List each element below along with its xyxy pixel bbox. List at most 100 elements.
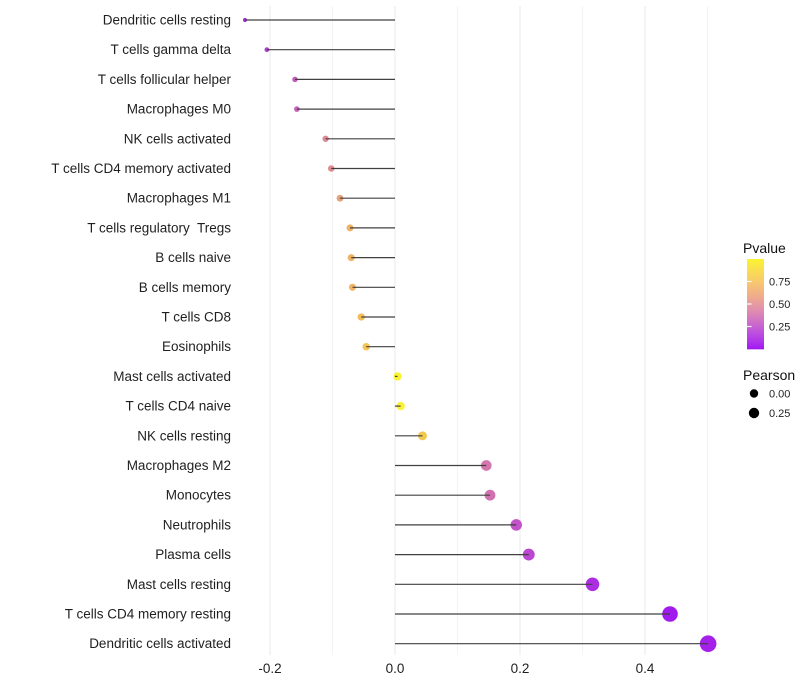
category-label: Macrophages M1 bbox=[127, 191, 231, 206]
gradient-slice bbox=[747, 285, 764, 287]
gradient-slice bbox=[747, 276, 764, 278]
lollipop-row: NK cells activated bbox=[124, 131, 395, 146]
lollipop-row: Eosinophils bbox=[162, 339, 395, 354]
category-label: T cells CD4 naive bbox=[125, 399, 231, 414]
category-label: Macrophages M0 bbox=[127, 102, 231, 117]
gradient-slice bbox=[747, 333, 764, 335]
category-label: Mast cells activated bbox=[113, 369, 231, 384]
category-label: T cells CD8 bbox=[161, 310, 231, 325]
gradient-slice bbox=[747, 263, 764, 265]
gradient-slice bbox=[747, 347, 764, 349]
category-label: NK cells activated bbox=[124, 131, 231, 146]
gradient-slice bbox=[747, 284, 764, 286]
gradient-slice bbox=[747, 290, 764, 292]
gradient-slice bbox=[747, 265, 764, 267]
gridlines bbox=[269, 6, 708, 655]
gradient-slice bbox=[747, 291, 764, 293]
lollipop-row: T cells follicular helper bbox=[98, 72, 395, 87]
gradient-slice bbox=[747, 329, 764, 331]
gradient-slice bbox=[747, 289, 764, 291]
legend-pearson-items: 0.00 0.25 bbox=[748, 389, 790, 420]
legend-pearson-title: Pearson bbox=[743, 367, 795, 383]
gradient-slice bbox=[747, 323, 764, 325]
gradient-slice bbox=[747, 308, 764, 310]
pearson-size-dot bbox=[748, 407, 760, 419]
gradient-slice bbox=[747, 305, 764, 307]
category-label: B cells naive bbox=[155, 250, 231, 265]
gradient-slice bbox=[747, 281, 764, 283]
gradient-slice bbox=[747, 306, 764, 308]
category-label: Mast cells resting bbox=[127, 577, 231, 592]
gradient-slice bbox=[747, 332, 764, 334]
category-label: Neutrophils bbox=[163, 517, 232, 532]
gradient-slice bbox=[747, 310, 764, 312]
gradient-slice bbox=[747, 343, 764, 345]
gradient-slice bbox=[747, 330, 764, 332]
x-tick-label: -0.2 bbox=[258, 661, 281, 676]
gradient-slice bbox=[747, 312, 764, 314]
category-label: NK cells resting bbox=[137, 428, 231, 443]
gradient-slice bbox=[747, 338, 764, 340]
gradient-slice bbox=[747, 324, 764, 326]
gradient-slice bbox=[747, 271, 764, 273]
category-label: Eosinophils bbox=[162, 339, 231, 354]
gradient-slice bbox=[747, 288, 764, 290]
gradient-slice bbox=[747, 283, 764, 285]
gradient-slice bbox=[747, 348, 764, 350]
lollipop-row: T cells regulatory Tregs bbox=[87, 220, 395, 235]
lollipop-row: Macrophages M2 bbox=[127, 458, 492, 473]
lollipop-row: Mast cells activated bbox=[113, 369, 402, 384]
pvalue-gradient-ticks: 0.75 0.50 0.25 bbox=[747, 277, 790, 334]
pearson-size-dot bbox=[749, 389, 759, 398]
gradient-slice bbox=[747, 336, 764, 338]
gradient-slice bbox=[747, 345, 764, 347]
gradient-slice bbox=[747, 301, 764, 303]
gradient-slice bbox=[747, 275, 764, 277]
lollipop-row: T cells CD8 bbox=[161, 310, 395, 325]
lollipop-row: T cells CD4 naive bbox=[125, 399, 405, 414]
x-tick-label: 0.4 bbox=[636, 661, 655, 676]
gradient-slice bbox=[747, 320, 764, 322]
gradient-slice bbox=[747, 321, 764, 323]
gradient-slice bbox=[747, 340, 764, 342]
lollipop-row: Monocytes bbox=[166, 488, 496, 503]
gradient-slice bbox=[747, 328, 764, 330]
category-label: T cells CD4 memory resting bbox=[65, 607, 231, 622]
category-label: Monocytes bbox=[166, 488, 232, 503]
category-label: B cells memory bbox=[139, 280, 232, 295]
gradient-slice bbox=[747, 287, 764, 289]
gradient-slice bbox=[747, 296, 764, 298]
gradient-tick-label: 0.75 bbox=[769, 277, 790, 289]
gradient-slice bbox=[747, 262, 764, 264]
category-label: T cells CD4 memory activated bbox=[51, 161, 231, 176]
gradient-slice bbox=[747, 295, 764, 297]
lollipop-row: NK cells resting bbox=[137, 428, 427, 443]
gradient-slice bbox=[747, 299, 764, 301]
legend-pvalue: Pvalue 0.75 0.50 0.25 bbox=[743, 240, 790, 350]
gradient-slice bbox=[747, 309, 764, 311]
gradient-slice bbox=[747, 331, 764, 333]
gradient-slice bbox=[747, 341, 764, 343]
lollipop-row: T cells CD4 memory resting bbox=[65, 606, 678, 622]
gradient-slice bbox=[747, 292, 764, 294]
pvalue-gradient-bar bbox=[747, 259, 764, 350]
category-label: Dendritic cells activated bbox=[89, 636, 231, 651]
gradient-slice bbox=[747, 300, 764, 302]
gradient-slice bbox=[747, 260, 764, 262]
x-axis-tick-labels: -0.2 0.0 0.2 0.4 bbox=[258, 661, 655, 676]
gradient-slice bbox=[747, 319, 764, 321]
gradient-slice bbox=[747, 297, 764, 299]
lollipop-row: Neutrophils bbox=[163, 517, 522, 532]
x-tick-label: 0.0 bbox=[386, 661, 405, 676]
gradient-slice bbox=[747, 325, 764, 327]
gradient-slice bbox=[747, 264, 764, 266]
lollipop-row: B cells memory bbox=[139, 280, 395, 295]
gradient-tick-label: 0.25 bbox=[769, 322, 790, 334]
gradient-slice bbox=[747, 317, 764, 319]
gradient-slice bbox=[747, 339, 764, 341]
gradient-slice bbox=[747, 307, 764, 309]
gradient-slice bbox=[747, 280, 764, 282]
lollipop-row: Dendritic cells activated bbox=[89, 635, 717, 653]
gradient-slice bbox=[747, 261, 764, 263]
lollipop-row: Dendritic cells resting bbox=[103, 13, 395, 28]
